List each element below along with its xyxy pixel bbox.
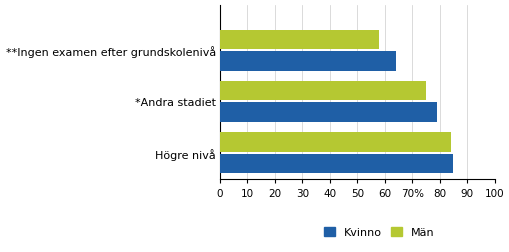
Bar [219,52,395,71]
Bar [219,103,436,122]
Bar [219,82,425,101]
Bar [219,154,453,174]
Bar [219,133,450,152]
Bar [219,30,379,50]
Legend: Kvinno, Män: Kvinno, Män [319,223,438,242]
